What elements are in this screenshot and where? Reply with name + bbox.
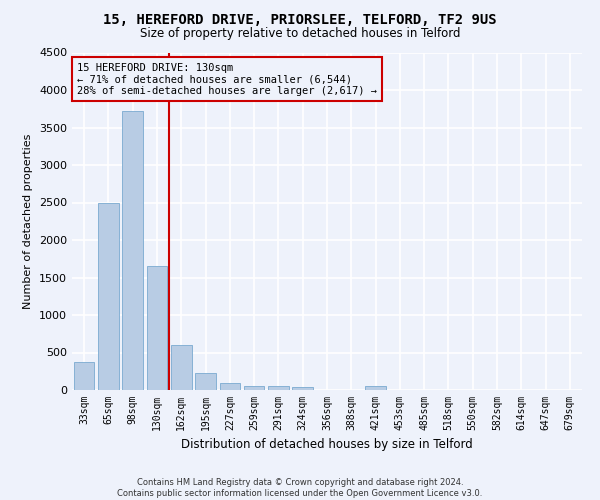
Bar (98, 202, 119, 390)
X-axis label: Distribution of detached houses by size in Telford: Distribution of detached houses by size … (181, 438, 473, 452)
Y-axis label: Number of detached properties: Number of detached properties (23, 134, 34, 309)
Bar (268, 386, 289, 390)
Text: Size of property relative to detached houses in Telford: Size of property relative to detached ho… (140, 28, 460, 40)
Bar (244, 386, 265, 390)
Bar (195, 373, 216, 390)
Bar (146, 266, 167, 390)
Bar (220, 382, 240, 390)
Bar (171, 345, 191, 390)
Bar (122, 110, 143, 390)
Bar (292, 387, 313, 390)
Text: 15, HEREFORD DRIVE, PRIORSLEE, TELFORD, TF2 9US: 15, HEREFORD DRIVE, PRIORSLEE, TELFORD, … (103, 12, 497, 26)
Text: Contains HM Land Registry data © Crown copyright and database right 2024.
Contai: Contains HM Land Registry data © Crown c… (118, 478, 482, 498)
Bar (365, 386, 386, 390)
Text: 15 HEREFORD DRIVE: 130sqm
← 71% of detached houses are smaller (6,544)
28% of se: 15 HEREFORD DRIVE: 130sqm ← 71% of detac… (77, 62, 377, 96)
Bar (74, 362, 94, 390)
